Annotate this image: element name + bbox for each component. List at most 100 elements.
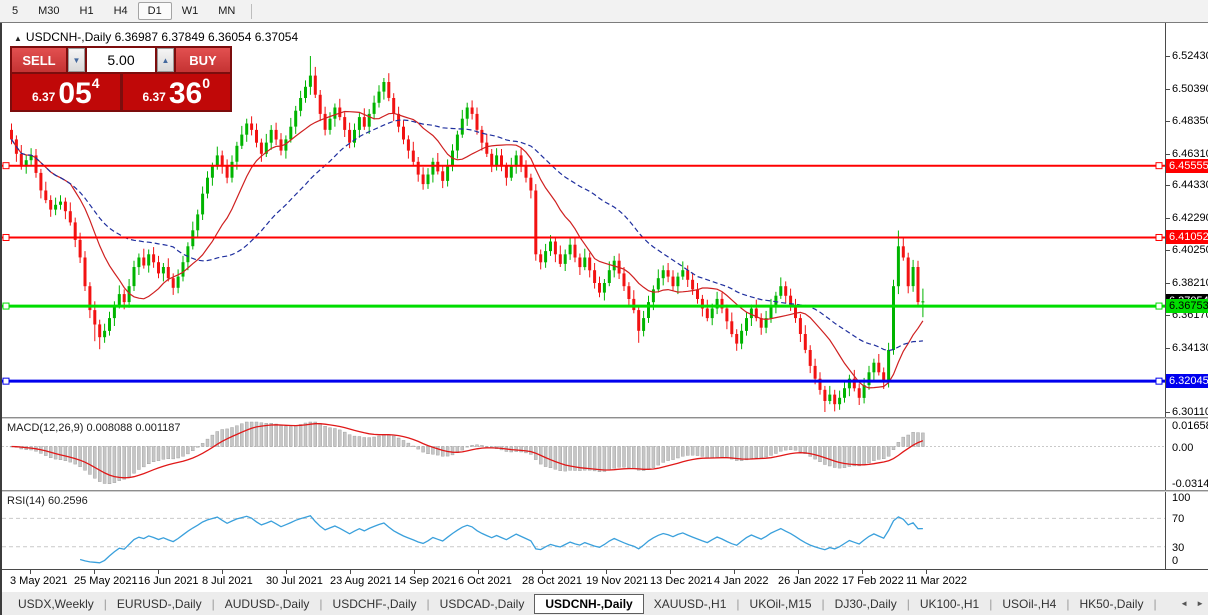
buy-button[interactable]: BUY: [176, 48, 230, 72]
rsi-chart-canvas[interactable]: [2, 492, 1165, 569]
candle-body: [896, 246, 900, 287]
panel-splitter[interactable]: [2, 417, 1208, 419]
candle-body: [504, 166, 508, 178]
macd-histogram-bar: [558, 446, 562, 471]
collapse-triangle-icon[interactable]: ▲: [14, 34, 22, 43]
macd-histogram-bar: [759, 446, 763, 458]
macd-histogram-bar: [357, 436, 362, 447]
candle-body: [549, 241, 552, 252]
sell-price-display[interactable]: 6.37 05 4: [12, 74, 120, 110]
volume-decrease-button[interactable]: ▼: [68, 48, 85, 72]
timeframe-w1[interactable]: W1: [181, 5, 199, 17]
tab-audusd-daily[interactable]: AUDUSD-,Daily: [224, 596, 310, 611]
volume-input[interactable]: 5.00: [87, 48, 155, 72]
candle-body: [514, 155, 518, 167]
candle-body: [49, 200, 53, 210]
price-axis-tick: [1165, 185, 1170, 186]
tab-dj30-daily[interactable]: DJ30-,Daily: [834, 596, 897, 611]
timeframe-h1[interactable]: H1: [79, 5, 94, 17]
macd-histogram-bar: [436, 446, 440, 456]
timeframe-m30[interactable]: M30: [38, 5, 60, 17]
sell-button[interactable]: SELL: [12, 48, 66, 72]
panel-splitter-2[interactable]: [2, 490, 1208, 492]
macd-histogram-bar: [695, 446, 700, 456]
candle-body: [10, 129, 13, 140]
macd-histogram-bar: [210, 434, 215, 447]
candle-body: [480, 129, 484, 143]
macd-histogram-bar: [524, 446, 528, 454]
tab-hk50-daily[interactable]: HK50-,Daily: [1079, 596, 1144, 611]
candle-body: [779, 286, 783, 296]
macd-histogram-bar: [784, 446, 788, 451]
tab-usdx-weekly[interactable]: USDX,Weekly: [18, 596, 94, 611]
price-axis-label: 6.48350: [1172, 115, 1208, 127]
timeframe-d1[interactable]: D1: [137, 2, 172, 20]
level-anchor-left[interactable]: [2, 377, 10, 385]
candle-body: [803, 334, 807, 350]
level-anchor-left[interactable]: [2, 162, 10, 170]
tab-usoil-h4[interactable]: USOil-,H4: [1002, 596, 1057, 611]
level-anchor-right[interactable]: [1155, 302, 1163, 310]
rsi-axis-label: 70: [1172, 513, 1185, 525]
macd-histogram-bar: [205, 438, 210, 447]
tab-uk100-h1[interactable]: UK100-,H1: [919, 596, 980, 611]
candle-body: [78, 239, 82, 258]
candle-body: [892, 286, 895, 350]
buy-price-display[interactable]: 6.37 36 0: [122, 74, 230, 110]
level-anchor-left[interactable]: [2, 302, 10, 310]
macd-histogram-bar: [377, 435, 381, 447]
candle-body: [558, 254, 562, 264]
price-chart-canvas[interactable]: [2, 23, 1165, 416]
candle-body: [671, 276, 675, 287]
candle-body: [607, 270, 611, 283]
tab-usdcad-daily[interactable]: USDCAD-,Daily: [439, 596, 525, 611]
macd-histogram-bar: [73, 446, 77, 465]
price-axis-label: 6.34130: [1172, 342, 1208, 354]
macd-histogram-bar: [97, 446, 102, 482]
date-axis-tick: [606, 570, 607, 574]
tab-scroll-right-icon[interactable]: ►: [1196, 599, 1204, 608]
candle-body: [730, 321, 734, 335]
candle-body: [24, 160, 28, 167]
candle-body: [534, 190, 538, 255]
macd-chart-canvas[interactable]: [2, 419, 1165, 490]
volume-increase-button[interactable]: ▲: [157, 48, 174, 72]
tab-scroll-left-icon[interactable]: ◄: [1180, 599, 1189, 608]
level-anchor-right[interactable]: [1155, 162, 1163, 170]
candle-body: [29, 155, 33, 161]
tab-separator: |: [1066, 596, 1070, 611]
macd-histogram-bar: [857, 446, 861, 467]
macd-histogram-bar: [833, 446, 837, 468]
candle-body: [627, 286, 631, 299]
rsi-line: [79, 515, 923, 564]
timeframe-h4[interactable]: H4: [113, 5, 128, 17]
tab-ukoil-m15[interactable]: UKOil-,M15: [749, 596, 812, 611]
timeframe-mn[interactable]: MN: [218, 5, 236, 17]
level-anchor-left[interactable]: [2, 233, 10, 241]
candle-body: [362, 117, 366, 127]
candle-body: [112, 305, 116, 319]
candle-body: [749, 308, 753, 319]
macd-histogram-bar: [837, 446, 842, 469]
tab-usdchf-daily[interactable]: USDCHF-,Daily: [332, 596, 417, 611]
candle-body: [88, 286, 92, 311]
candle-body: [132, 267, 136, 287]
tab-xauusd-h1[interactable]: XAUUSD-,H1: [653, 596, 727, 611]
date-axis-label: 6 Oct 2021: [458, 575, 512, 587]
macd-histogram-bar: [828, 446, 832, 467]
macd-histogram-bar: [411, 445, 415, 447]
macd-histogram-bar: [744, 446, 749, 461]
date-axis-label: 13 Dec 2021: [650, 575, 713, 587]
trade-prices-row: 6.37 05 4 6.37 36 0: [12, 74, 230, 110]
level-anchor-right[interactable]: [1155, 377, 1163, 385]
candle-body: [201, 193, 205, 215]
tab-eurusd-daily[interactable]: EURUSD-,Daily: [116, 596, 202, 611]
tab-usdcnh-daily[interactable]: USDCNH-,Daily: [534, 593, 644, 614]
candle-body: [455, 134, 459, 151]
timeframe-5[interactable]: 5: [12, 5, 19, 17]
macd-histogram-bar: [244, 421, 249, 447]
candle-body: [583, 257, 587, 268]
spin-up-icon: ▲: [161, 55, 170, 65]
level-anchor-right[interactable]: [1155, 233, 1163, 241]
macd-histogram-bar: [916, 432, 920, 447]
